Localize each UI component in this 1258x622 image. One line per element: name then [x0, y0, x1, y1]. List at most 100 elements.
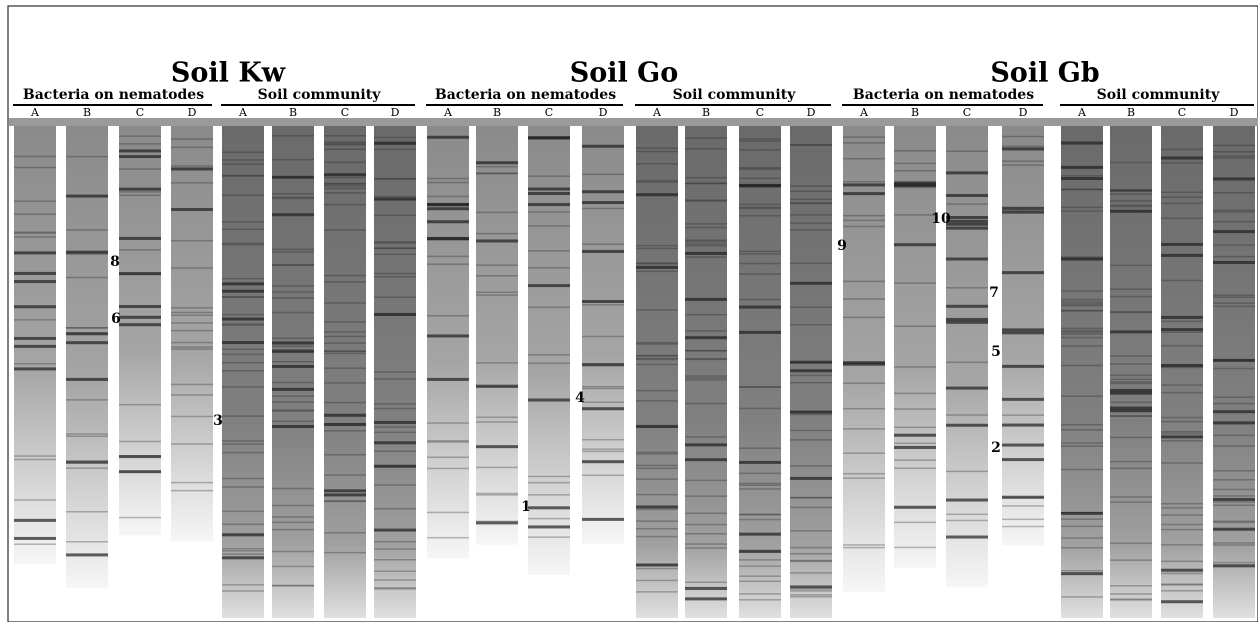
band: [1161, 384, 1203, 386]
band: [1061, 329, 1103, 332]
band: [636, 478, 678, 480]
band: [1213, 302, 1255, 304]
band: [324, 281, 366, 283]
band: [528, 136, 570, 140]
band: [324, 489, 366, 493]
band: [1110, 501, 1152, 503]
band: [636, 505, 678, 509]
band: [790, 560, 832, 563]
band: [272, 176, 314, 178]
band: [66, 229, 108, 231]
lane: [119, 126, 161, 536]
band: [171, 383, 213, 386]
lane-label: A: [859, 106, 869, 119]
band: [1213, 260, 1255, 264]
band: [272, 213, 314, 217]
band: [946, 320, 988, 324]
band: [685, 223, 727, 225]
band: [894, 546, 936, 549]
band: [894, 183, 936, 187]
band-label: 4: [575, 390, 585, 406]
band: [222, 510, 264, 513]
band: [66, 276, 108, 279]
band: [636, 262, 678, 264]
band: [66, 511, 108, 513]
band: [1161, 502, 1203, 505]
band: [374, 420, 416, 424]
band: [374, 195, 416, 198]
band: [66, 194, 108, 198]
lane-label: B: [493, 106, 501, 119]
band: [324, 185, 366, 187]
band: [222, 533, 264, 537]
band: [119, 470, 161, 474]
band: [272, 248, 314, 251]
band: [1213, 544, 1255, 546]
band: [324, 532, 366, 534]
band: [946, 423, 988, 427]
band: [685, 313, 727, 316]
band: [790, 552, 832, 555]
band: [636, 150, 678, 153]
band: [636, 389, 678, 392]
band: [222, 221, 264, 223]
band: [582, 407, 624, 411]
band: [582, 474, 624, 477]
band: [476, 520, 518, 523]
band: [636, 147, 678, 149]
band: [324, 500, 366, 502]
band: [636, 508, 678, 511]
band: [1061, 327, 1103, 330]
band: [324, 176, 366, 179]
lane: [66, 126, 108, 589]
band: [324, 173, 366, 177]
band: [324, 331, 366, 333]
band: [1213, 497, 1255, 501]
band: [119, 155, 161, 159]
panel-title: Soil Gb: [990, 58, 1099, 89]
band: [66, 377, 108, 381]
band: [119, 135, 161, 137]
band: [272, 192, 314, 195]
band-label: 5: [991, 344, 1001, 360]
band: [272, 341, 314, 345]
band: [1213, 402, 1255, 405]
band: [427, 456, 469, 458]
band: [636, 363, 678, 366]
band: [1213, 177, 1255, 181]
band: [14, 455, 56, 457]
band: [843, 157, 885, 160]
band: [685, 358, 727, 360]
band: [1110, 190, 1152, 192]
band: [171, 307, 213, 309]
band: [14, 499, 56, 501]
lane: [946, 126, 988, 588]
band: [374, 508, 416, 510]
band: [1110, 391, 1152, 395]
band: [1110, 415, 1152, 417]
band: [894, 408, 936, 410]
band: [739, 565, 781, 567]
band: [171, 394, 213, 396]
band: [14, 280, 56, 284]
band: [790, 144, 832, 146]
band: [739, 472, 781, 475]
band: [222, 296, 264, 298]
band: [1110, 382, 1152, 385]
lane: [476, 126, 518, 545]
band: [427, 207, 469, 211]
band: [843, 428, 885, 430]
band: [222, 277, 264, 280]
band: [14, 344, 56, 348]
band: [1110, 409, 1152, 413]
band: [685, 377, 727, 379]
band: [14, 536, 56, 540]
band: [119, 168, 161, 170]
lane-label: C: [136, 106, 144, 119]
band: [946, 304, 988, 308]
band: [739, 559, 781, 561]
band: [374, 247, 416, 249]
band: [1110, 204, 1152, 207]
band: [528, 284, 570, 288]
band: [528, 225, 570, 227]
